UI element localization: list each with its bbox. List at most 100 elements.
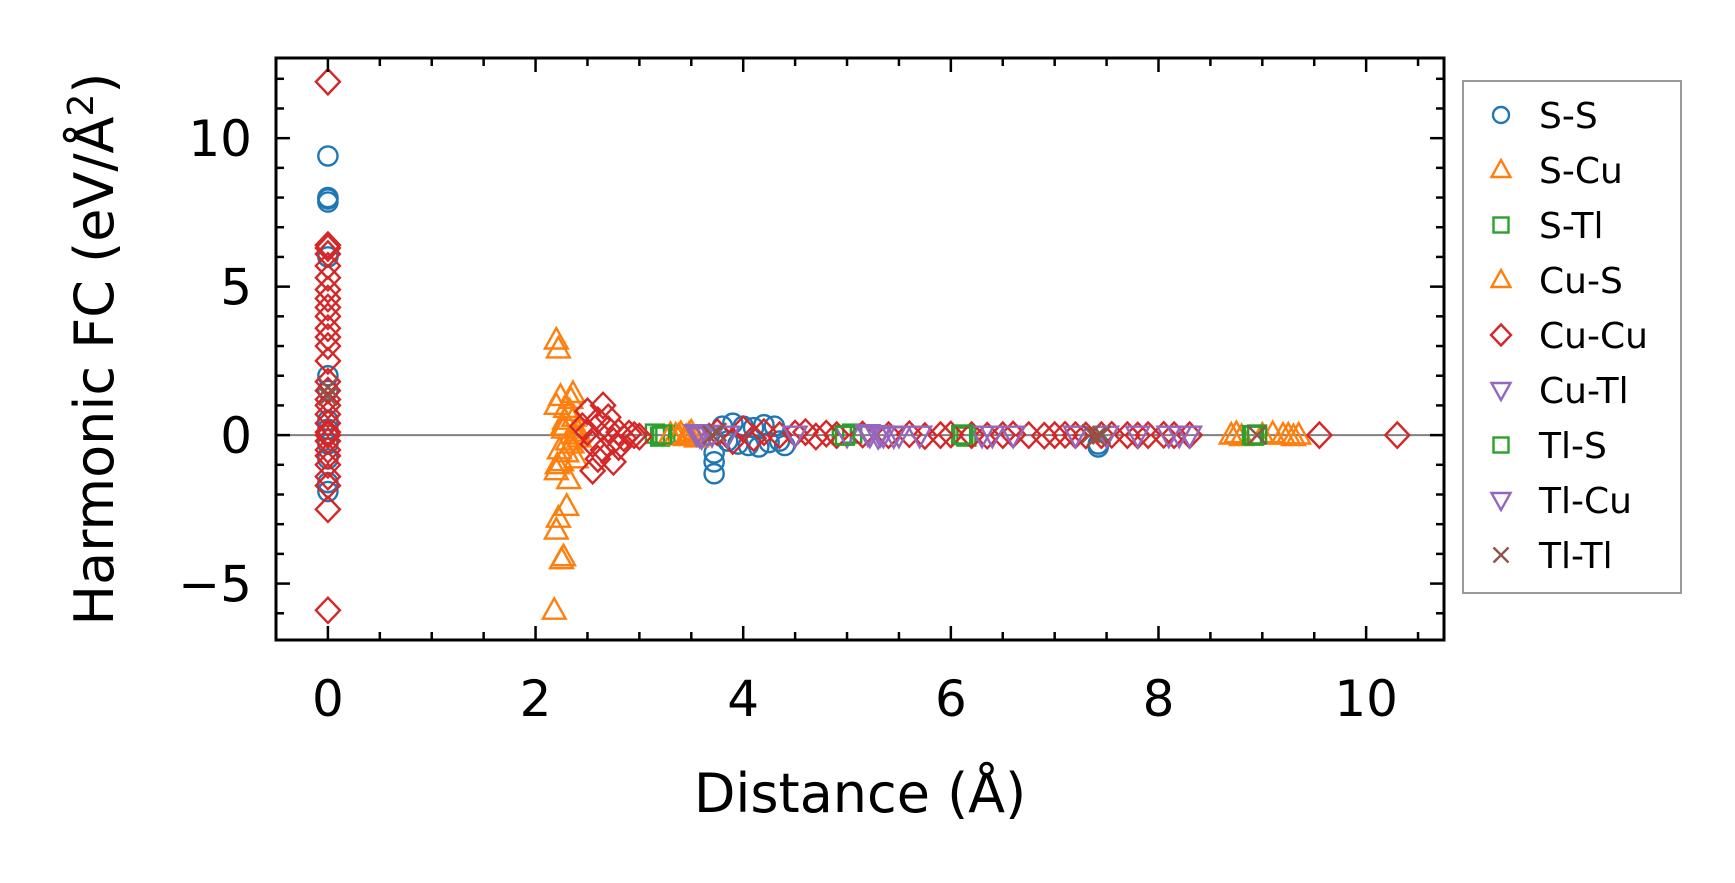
- legend-label: Tl-Cu: [1538, 481, 1632, 522]
- legend-marker: [1489, 267, 1513, 289]
- point-cu-cu: [937, 420, 965, 449]
- point-cu-s: [564, 417, 592, 442]
- point-cu-cu: [584, 444, 612, 474]
- point-cu-cu: [314, 313, 342, 343]
- point-cu-s: [665, 421, 693, 446]
- point-cu-tl: [1061, 425, 1089, 450]
- point-cu-cu: [719, 426, 747, 456]
- y-tick-label: 10: [188, 110, 252, 168]
- point-s-s: [703, 451, 725, 473]
- point-cu-cu: [989, 420, 1017, 450]
- legend-label: Cu-Tl: [1539, 371, 1629, 412]
- point-cu-cu: [314, 293, 342, 322]
- legend-item-cu-tl: Cu-Tl: [1489, 371, 1629, 412]
- axes-frame: [274, 56, 1446, 642]
- point-s-s: [722, 412, 744, 435]
- legend-label: S-Cu: [1539, 151, 1623, 192]
- point-cu-s: [557, 385, 585, 410]
- legend-label: S-S: [1539, 96, 1598, 137]
- point-cu-cu: [1113, 420, 1141, 450]
- legend-item-s-s: S-S: [1491, 96, 1598, 137]
- point-cu-tl: [999, 425, 1027, 450]
- data-points: [314, 67, 1411, 625]
- x-tick-label: 10: [1334, 670, 1398, 728]
- point-cu-cu: [1150, 420, 1178, 450]
- series-tl-tl: [318, 377, 1267, 447]
- point-tl-tl: [1086, 426, 1107, 447]
- point-tl-cu: [978, 425, 1006, 450]
- legend-item-cu-s: Cu-S: [1489, 261, 1623, 302]
- point-tl-tl: [702, 425, 722, 445]
- legend-marker: [1492, 436, 1510, 454]
- point-s-s: [742, 416, 765, 439]
- point-s-s: [317, 191, 339, 213]
- point-s-cu: [540, 595, 568, 620]
- point-cu-cu: [1051, 420, 1079, 450]
- y-tick-labels: −5 0 5 10: [178, 110, 252, 613]
- point-cu-cu: [589, 391, 617, 420]
- point-tl-s: [1243, 425, 1265, 446]
- point-cu-cu: [926, 420, 955, 450]
- point-s-cu: [555, 465, 583, 490]
- legend-marker: [1489, 381, 1513, 403]
- y-axis-label-main: Harmonic FC (eV/Å: [62, 116, 126, 625]
- point-cu-cu: [314, 450, 342, 480]
- legend-label: Tl-Tl: [1538, 536, 1613, 577]
- point-cu-cu: [314, 230, 342, 260]
- point-cu-cu: [314, 233, 342, 263]
- point-cu-cu: [314, 420, 342, 450]
- x-axis-label: Distance (Å): [694, 761, 1026, 825]
- point-cu-tl: [781, 425, 809, 450]
- point-cu-s: [1274, 420, 1302, 445]
- x-tick-label: 8: [1143, 670, 1175, 728]
- point-s-s: [317, 480, 339, 503]
- x-tick-label: 0: [312, 670, 344, 728]
- y-axis-label-superscript: 2: [61, 94, 102, 117]
- y-tick-label: 5: [220, 259, 252, 317]
- point-cu-s: [545, 435, 573, 460]
- legend-item-s-cu: S-Cu: [1489, 151, 1623, 192]
- point-cu-cu: [314, 263, 342, 293]
- legend-item-tl-cu: Tl-Cu: [1489, 481, 1632, 522]
- point-tl-s: [652, 424, 673, 445]
- point-cu-cu: [729, 414, 757, 444]
- point-cu-cu: [1305, 420, 1334, 450]
- x-tick-labels: 0 2 4 6 8 10: [312, 670, 1398, 728]
- legend-items: S-S S-Cu S-Tl Cu-S Cu-Cu Cu-Tl Tl-S Tl-Cu Tl-Tl: [1489, 96, 1648, 577]
- point-cu-cu: [604, 432, 633, 462]
- point-cu-cu: [822, 420, 851, 450]
- point-s-cu: [544, 334, 572, 359]
- legend-marker: [1489, 157, 1513, 179]
- point-s-cu: [542, 515, 570, 540]
- legend-marker: [1489, 491, 1513, 513]
- legend-label: S-Tl: [1539, 206, 1604, 247]
- point-cu-cu: [314, 331, 342, 361]
- point-cu-cu: [314, 462, 342, 492]
- point-cu-cu: [1041, 420, 1069, 450]
- point-s-cu: [550, 542, 578, 567]
- point-cu-cu: [594, 414, 622, 444]
- point-cu-cu: [625, 422, 654, 451]
- point-cu-cu: [314, 441, 342, 471]
- point-s-cu: [553, 491, 581, 516]
- y-tick-label: 0: [220, 407, 252, 465]
- point-cu-cu: [314, 284, 342, 313]
- point-cu-cu: [1030, 421, 1058, 451]
- point-cu-cu: [620, 420, 648, 450]
- point-s-s: [317, 145, 339, 167]
- point-cu-s: [543, 450, 571, 475]
- legend-item-s-tl: S-Tl: [1492, 206, 1604, 247]
- point-cu-s: [675, 419, 703, 444]
- plot-background: [276, 58, 1444, 640]
- point-cu-cu: [314, 495, 342, 524]
- point-cu-cu: [579, 456, 607, 486]
- x-tick-label: 2: [520, 670, 552, 728]
- point-tl-cu: [866, 424, 894, 449]
- point-cu-cu: [594, 402, 622, 432]
- point-s-cu: [542, 325, 570, 350]
- y-tick-label: −5: [178, 556, 252, 614]
- legend-item-tl-tl: Tl-Tl: [1492, 536, 1613, 577]
- point-s-cu: [1280, 422, 1307, 447]
- point-cu-cu: [573, 397, 602, 426]
- point-cu-s: [550, 414, 578, 439]
